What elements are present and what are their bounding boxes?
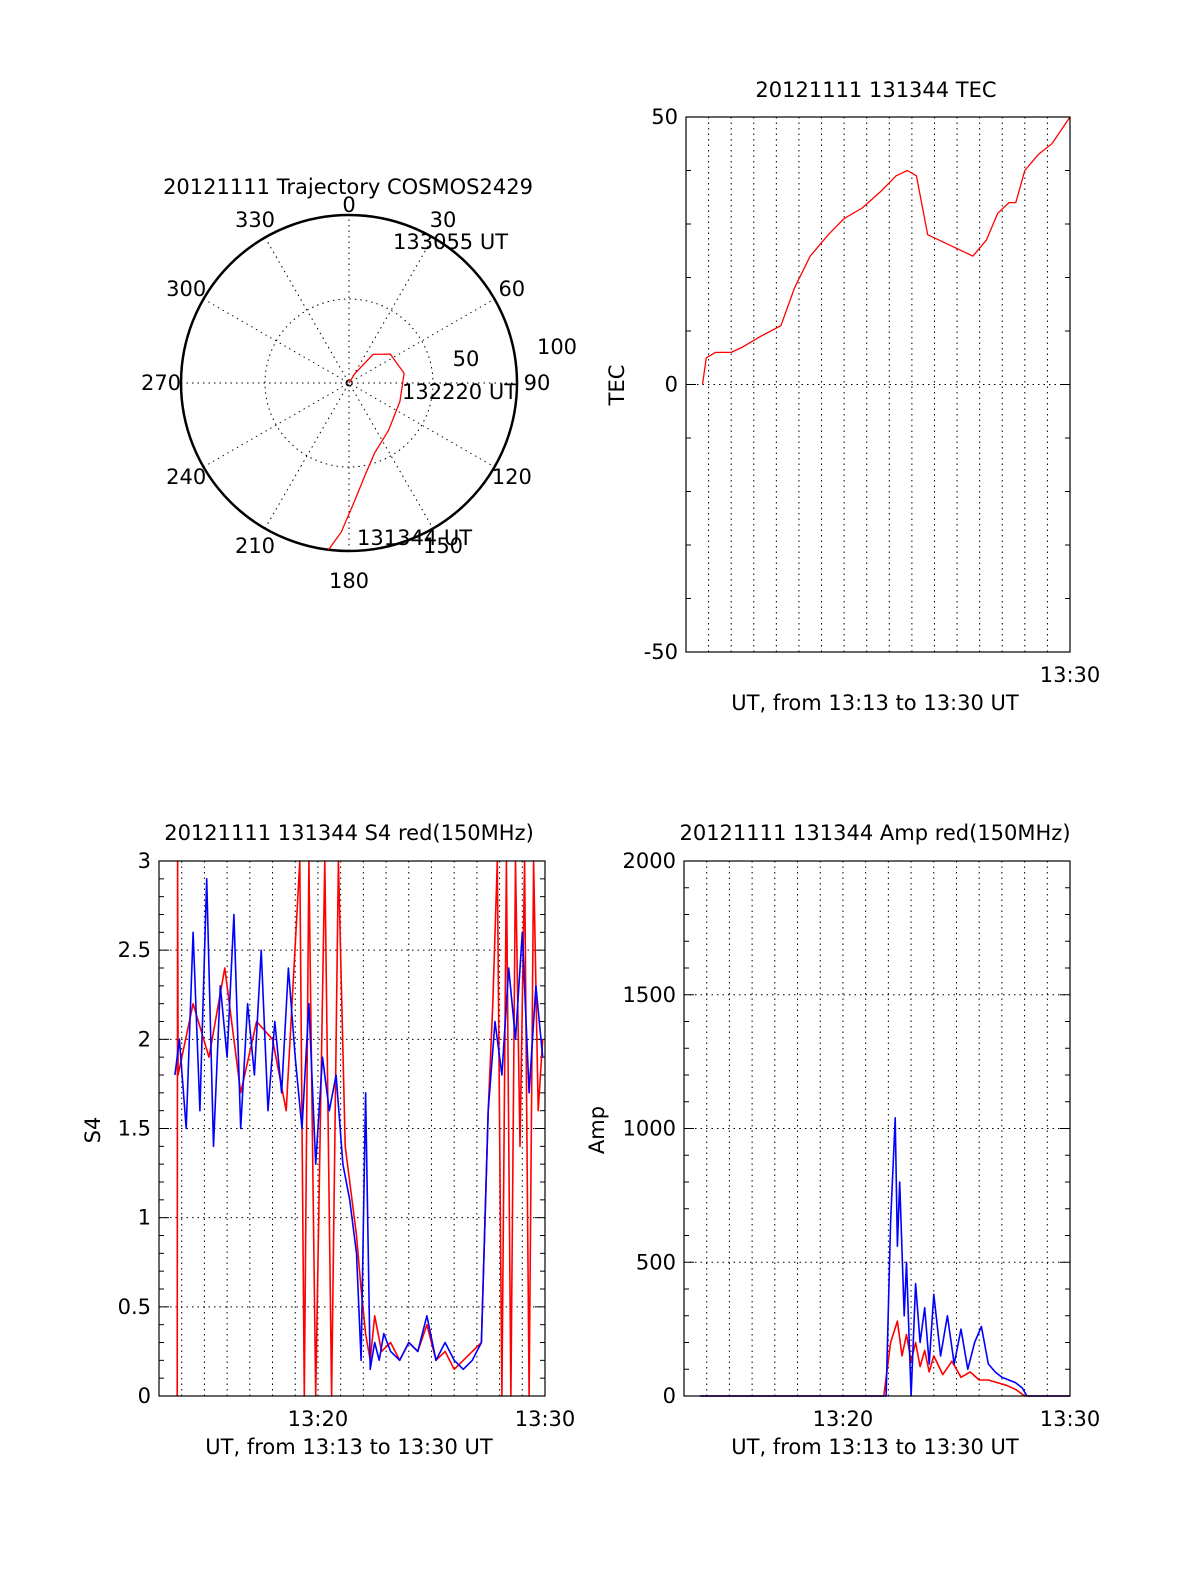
y-tick-label: 2.5 bbox=[118, 938, 151, 962]
polar-azimuth-label: 180 bbox=[329, 569, 369, 593]
polar-azimuth-label: 270 bbox=[141, 371, 181, 395]
polar-trajectory-plot: 20121111 Trajectory COSMOS2429 0 30 60 90 12… bbox=[141, 175, 577, 593]
tec-plot: 20121111 131344 TEC UT, from 13:13 to 13… bbox=[605, 78, 1100, 715]
polar-trajectory bbox=[327, 353, 405, 551]
y-tick-label: 2 bbox=[138, 1027, 151, 1051]
amp-xlabel: UT, from 13:13 to 13:30 UT bbox=[731, 1435, 1019, 1459]
series-line-1 bbox=[174, 877, 544, 1371]
y-tick-label: 0 bbox=[138, 1384, 151, 1408]
amp-plot-area: 0 500 1000 1500 2000 13:20 13:30 bbox=[623, 849, 1101, 1431]
polar-inner-ring bbox=[264, 298, 434, 468]
x-tick-label: 13:30 bbox=[1040, 1407, 1101, 1431]
y-tick-label: 500 bbox=[636, 1250, 676, 1274]
trajectory-time-label: 133055 UT bbox=[393, 230, 508, 254]
y-tick-label: 3 bbox=[138, 849, 151, 873]
x-tick-label: 13:20 bbox=[813, 1407, 874, 1431]
polar-azimuth-label: 0 bbox=[342, 193, 355, 217]
polar-azimuth-label: 300 bbox=[166, 277, 206, 301]
y-tick-label: 1 bbox=[138, 1206, 151, 1230]
series-line-0 bbox=[699, 1320, 1070, 1397]
polar-azimuth-label: 330 bbox=[235, 208, 275, 232]
y-tick-label: 0 bbox=[665, 373, 678, 397]
y-tick-label: 1000 bbox=[623, 1117, 676, 1141]
series-line-1 bbox=[699, 1117, 1070, 1397]
polar-azimuth-label: 150 bbox=[423, 534, 463, 558]
polar-azimuth-label: 210 bbox=[235, 534, 275, 558]
y-tick-label: 0.5 bbox=[118, 1295, 151, 1319]
y-tick-label: 1.5 bbox=[118, 1117, 151, 1141]
series-line-0 bbox=[701, 116, 1071, 385]
y-tick-label: 50 bbox=[651, 105, 678, 129]
y-tick-label: 2000 bbox=[623, 849, 676, 873]
plot-frame bbox=[158, 860, 546, 1397]
tec-title: 20121111 131344 TEC bbox=[755, 78, 996, 102]
trajectory-time-label: 131344 UT bbox=[357, 526, 472, 550]
polar-spoke bbox=[203, 298, 495, 468]
s4-xlabel: UT, from 13:13 to 13:30 UT bbox=[205, 1435, 493, 1459]
s4-ylabel: S4 bbox=[81, 1117, 105, 1144]
tec-xlabel: UT, from 13:13 to 13:30 UT bbox=[731, 691, 1019, 715]
polar-azimuth-label: 60 bbox=[498, 277, 525, 301]
s4-plot-area: 0 0.5 1 1.5 2 2.5 3 13:20 13:30 bbox=[118, 849, 576, 1431]
tec-plot-area: -50 0 50 13:30 bbox=[644, 105, 1101, 687]
polar-spoke bbox=[203, 298, 495, 468]
x-tick-label: 13:20 bbox=[288, 1407, 349, 1431]
trajectory-time-label: 132220 UT bbox=[402, 380, 517, 404]
polar-spoke bbox=[264, 237, 434, 529]
polar-azimuth-label: 120 bbox=[492, 465, 532, 489]
amp-ylabel: Amp bbox=[585, 1106, 609, 1154]
tec-ylabel: TEC bbox=[605, 365, 629, 407]
trajectory-line bbox=[327, 353, 405, 551]
s4-plot: 20121111 131344 S4 red(150MHz) UT, from … bbox=[81, 821, 575, 1459]
polar-spoke bbox=[264, 237, 434, 529]
x-tick-label: 13:30 bbox=[1040, 663, 1101, 687]
polar-azimuth-label: 240 bbox=[166, 465, 206, 489]
y-tick-label: 1500 bbox=[623, 983, 676, 1007]
polar-radial-label: 100 bbox=[537, 335, 577, 359]
x-tick-label: 13:30 bbox=[515, 1407, 576, 1431]
amp-title: 20121111 131344 Amp red(150MHz) bbox=[679, 821, 1070, 845]
y-tick-label: 0 bbox=[663, 1384, 676, 1408]
polar-grid bbox=[179, 213, 519, 553]
polar-azimuth-label: 90 bbox=[524, 371, 551, 395]
polar-radial-label: 50 bbox=[453, 347, 480, 371]
s4-title: 20121111 131344 S4 red(150MHz) bbox=[164, 821, 534, 845]
polar-azimuth-labels: 0 30 60 90 120 150 180 210 240 270 300 330 50 100 1330… bbox=[141, 193, 577, 593]
plot-frame bbox=[683, 860, 1071, 1397]
polar-title: 20121111 Trajectory COSMOS2429 bbox=[163, 175, 533, 199]
y-tick-label: -50 bbox=[644, 640, 678, 664]
amp-plot: 20121111 131344 Amp red(150MHz) UT, from… bbox=[585, 821, 1100, 1459]
polar-azimuth-label: 30 bbox=[430, 208, 457, 232]
plot-frame bbox=[685, 116, 1071, 653]
